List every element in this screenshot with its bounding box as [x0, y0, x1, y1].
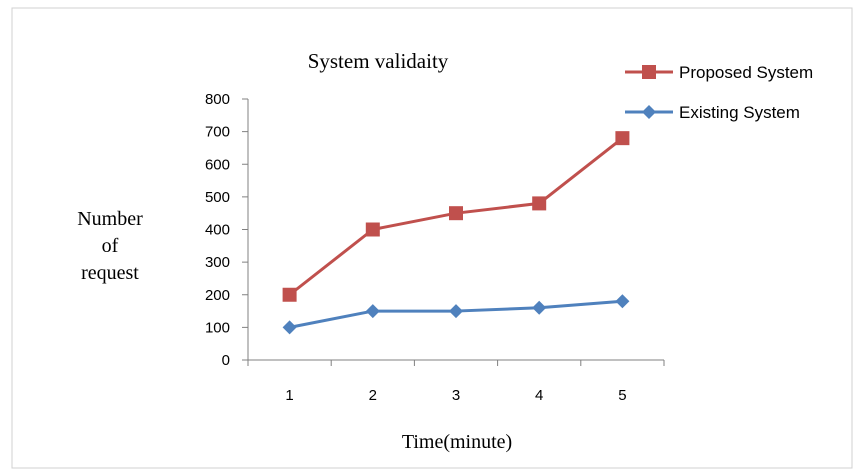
y-tick-label: 0	[222, 352, 230, 369]
series-existing-system	[282, 294, 630, 335]
legend-swatch-marker	[642, 65, 656, 79]
x-tick-label: 2	[369, 387, 377, 404]
y-axis-label: Number of request	[77, 208, 143, 284]
legend-label: Existing System	[679, 103, 800, 122]
y-axis-label-line-2: of	[102, 235, 119, 257]
x-tick-label: 1	[285, 387, 293, 404]
y-axis-label-line-1: Number	[77, 208, 143, 230]
y-tick-label: 200	[205, 287, 230, 304]
x-tick-label: 4	[535, 387, 543, 404]
y-axis-label-line-3: request	[81, 262, 139, 284]
y-tick-label: 800	[205, 91, 230, 108]
y-tick-label: 700	[205, 124, 230, 141]
x-axis-label: Time(minute)	[402, 431, 512, 453]
x-axis-ticks: 1 2 3 4 5	[247, 360, 665, 404]
y-tick-label: 400	[205, 222, 230, 239]
y-tick-label: 100	[205, 319, 230, 336]
y-tick-label: 600	[205, 156, 230, 173]
data-point	[282, 320, 297, 335]
x-tick-label: 3	[452, 387, 460, 404]
y-tick-label: 300	[205, 254, 230, 271]
series-layer	[282, 131, 630, 335]
data-point	[365, 304, 380, 319]
series-proposed-system	[282, 131, 630, 302]
data-point	[532, 196, 547, 211]
data-point	[365, 222, 380, 237]
legend-swatch-marker	[642, 105, 656, 119]
data-point	[282, 287, 297, 302]
y-tick-label: 500	[205, 189, 230, 206]
chart-title: System validaity	[308, 49, 449, 73]
y-axis-ticks: 0 100 200 300 400 500 600 700 800	[205, 91, 248, 369]
legend-item: Proposed System	[625, 63, 813, 82]
data-point	[449, 206, 463, 221]
x-tick-label: 5	[618, 387, 626, 404]
data-point	[615, 131, 630, 146]
data-point	[615, 294, 630, 309]
legend-label: Proposed System	[679, 63, 813, 82]
legend-item: Existing System	[625, 103, 800, 122]
legend: Proposed System Existing System	[625, 63, 813, 122]
data-point	[449, 304, 463, 319]
chart-frame	[11, 7, 853, 469]
data-point	[532, 300, 547, 315]
